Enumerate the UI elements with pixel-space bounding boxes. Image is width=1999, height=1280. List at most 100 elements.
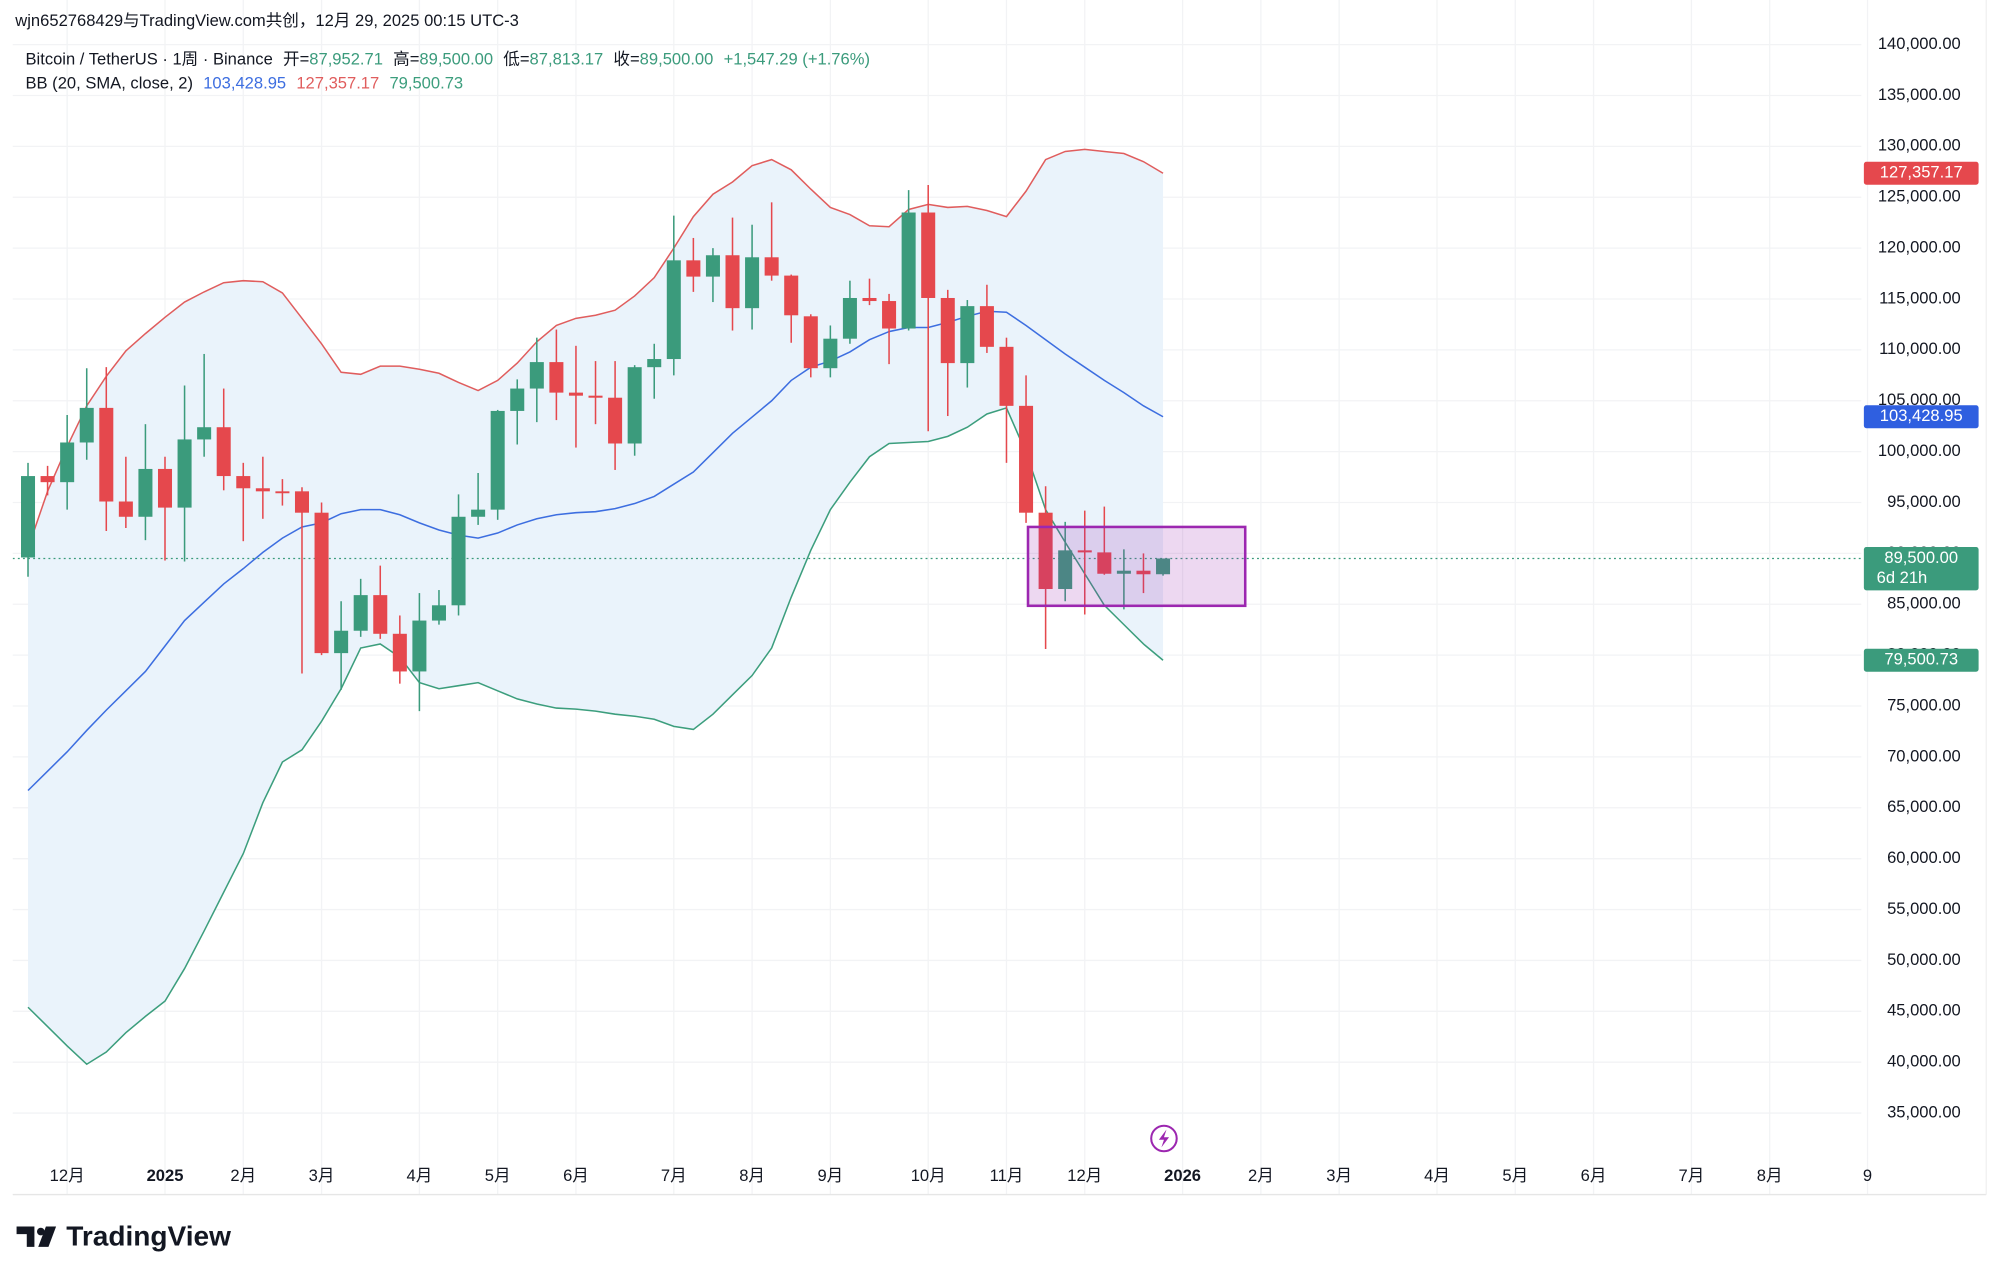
- candle-body: [353, 595, 368, 631]
- x-tick-label: 3月: [309, 1166, 335, 1185]
- candle-body: [157, 468, 173, 508]
- y-tick-label: 55,000.00: [1887, 899, 1961, 918]
- price-label-bg: [1863, 161, 1979, 185]
- candle-body: [79, 407, 94, 443]
- candle-body: [686, 260, 701, 277]
- y-tick-label: 40,000.00: [1887, 1052, 1961, 1071]
- y-tick-label: 50,000.00: [1887, 950, 1961, 969]
- x-axis: 12月 2025 2月 3月 4月 5月 6月 7月 8月 9月 10月 11月 12月 2026 2月 3月…: [50, 1166, 1872, 1185]
- x-tick-label: 9: [1863, 1166, 1872, 1185]
- candle-body: [138, 468, 153, 517]
- price-label-bg: [1863, 648, 1979, 672]
- candle-body: [588, 395, 603, 398]
- candle-body: [745, 257, 760, 309]
- y-axis: 140,000.00 135,000.00 130,000.00 125,000.00…: [1863, 34, 1979, 1121]
- candle-body: [882, 301, 897, 329]
- candle-body: [451, 516, 466, 606]
- legend-text: +1,547.29 (+1.76%): [724, 49, 870, 68]
- candle-body: [940, 297, 955, 364]
- y-tick-label: 140,000.00: [1878, 34, 1961, 53]
- x-tick-label: 4月: [407, 1166, 433, 1185]
- legend-text: 高=: [393, 49, 419, 68]
- legend-text: 低=: [503, 49, 529, 68]
- candle-body: [510, 388, 525, 411]
- candle-body: [666, 260, 681, 360]
- candle-body: [255, 488, 270, 492]
- candle-body: [999, 346, 1014, 406]
- x-tick-label: 5月: [1502, 1166, 1528, 1185]
- price-label-sub: 6d 21h: [1877, 568, 1928, 587]
- candle-body: [842, 297, 857, 339]
- plot-area: [12, 148, 1862, 1066]
- candle-body: [1156, 558, 1171, 575]
- y-tick-label: 115,000.00: [1879, 288, 1961, 307]
- x-tick-label: 7月: [1679, 1166, 1705, 1185]
- price-label: 127,357.17: [1880, 163, 1963, 182]
- legend-text: BB (20, SMA, close, 2): [25, 74, 193, 93]
- band-fill: [28, 149, 1164, 1065]
- candle-body: [764, 257, 779, 276]
- x-tick-label: 9月: [817, 1166, 843, 1185]
- y-tick-label: 85,000.00: [1887, 594, 1961, 613]
- header: wjn652768429与TradingView.com共创，12月 29, 2…: [14, 11, 519, 30]
- x-tick-label: 8月: [1757, 1166, 1783, 1185]
- candle-body: [901, 212, 916, 329]
- highlight-box: [1026, 525, 1247, 608]
- y-tick-label: 70,000.00: [1887, 746, 1961, 765]
- legend-text: 87,952.71: [309, 49, 383, 68]
- candle-body: [1116, 570, 1131, 574]
- legend-text: 开=: [283, 49, 309, 68]
- candle-body: [1097, 552, 1112, 574]
- y-tick-label: 125,000.00: [1878, 187, 1961, 206]
- x-tick-label: 12月: [1067, 1166, 1102, 1185]
- legend-text: Bitcoin / TetherUS · 1周 · Binance: [25, 49, 272, 68]
- candle-body: [21, 476, 36, 558]
- candle-body: [40, 476, 55, 483]
- candle-body: [99, 407, 114, 502]
- x-tick-label: 5月: [485, 1166, 511, 1185]
- candle-body: [294, 491, 309, 513]
- candle-body: [471, 509, 486, 517]
- candle-body: [1038, 512, 1053, 590]
- x-tick-label: 6月: [563, 1166, 589, 1185]
- x-tick-label: 3月: [1326, 1166, 1352, 1185]
- legend-text: 89,500.00: [419, 49, 493, 68]
- legend-text: 89,500.00: [640, 49, 714, 68]
- candle-body: [118, 501, 133, 517]
- x-tick-label: 2月: [1248, 1166, 1274, 1185]
- y-tick-label: 110,000.00: [1879, 339, 1961, 358]
- price-label: 79,500.73: [1884, 650, 1958, 669]
- x-tick-label: 2月: [230, 1166, 256, 1185]
- y-tick-label: 95,000.00: [1887, 492, 1961, 511]
- candle-body: [725, 255, 740, 309]
- candle-body: [60, 442, 75, 483]
- x-tick-label: 4月: [1424, 1166, 1450, 1185]
- candle-body: [549, 362, 564, 393]
- candle-body: [412, 620, 427, 672]
- band-lower: [27, 406, 1164, 1066]
- price-label: 89,500.00: [1884, 548, 1958, 567]
- x-tick-label: 6月: [1581, 1166, 1607, 1185]
- candle-body: [921, 212, 936, 298]
- y-tick-label: 100,000.00: [1878, 441, 1961, 460]
- candle-body: [236, 476, 251, 489]
- candle-body: [862, 297, 877, 302]
- candle-body: [784, 275, 799, 316]
- price-label: 103,428.95: [1880, 406, 1963, 425]
- candle-body: [275, 491, 290, 494]
- candle-body: [373, 595, 388, 634]
- candle-body: [568, 392, 583, 396]
- band-upper: [27, 148, 1164, 549]
- price-label-bg: [1863, 547, 1979, 591]
- candle-body: [431, 605, 446, 621]
- candle-body: [529, 362, 544, 389]
- candle-body: [979, 306, 994, 347]
- candle-body: [1136, 570, 1151, 575]
- candle-body: [490, 410, 505, 510]
- x-tick-label: 12月: [50, 1166, 85, 1185]
- x-tick-label: 7月: [661, 1166, 687, 1185]
- candle-body: [177, 439, 192, 508]
- legend-text: 87,813.17: [530, 49, 604, 68]
- candle-body: [647, 359, 662, 368]
